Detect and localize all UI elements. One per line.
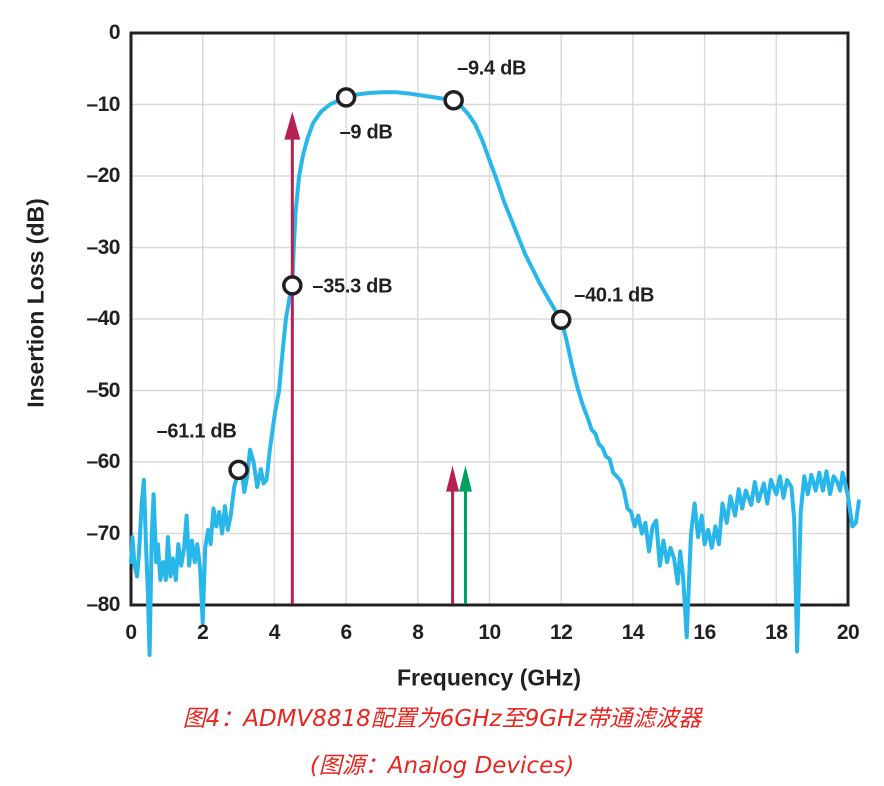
y-tick-label: –80 bbox=[86, 593, 120, 616]
y-tick-label: –30 bbox=[86, 235, 120, 259]
reference-arrow-head bbox=[458, 465, 472, 492]
y-tick-label: –50 bbox=[86, 378, 120, 402]
x-tick-label: 16 bbox=[693, 621, 716, 644]
data-point-label: –9 dB bbox=[339, 121, 393, 144]
data-point-marker bbox=[550, 309, 572, 330]
y-tick-label: –70 bbox=[86, 521, 120, 545]
plot-frame bbox=[129, 31, 850, 607]
data-point-marker bbox=[443, 89, 464, 111]
figure-source: (图源：Analog Devices) bbox=[309, 753, 575, 779]
x-tick-label: 0 bbox=[125, 621, 137, 644]
y-tick-label: 0 bbox=[108, 21, 121, 44]
data-point-label: –40.1 dB bbox=[574, 284, 655, 307]
y-tick-label: –10 bbox=[86, 92, 120, 116]
reference-arrow-head bbox=[446, 465, 460, 492]
y-tick-label: –60 bbox=[86, 450, 120, 473]
insertion-loss-curve bbox=[129, 90, 861, 657]
y-axis-title: Insertion Loss (dB) bbox=[22, 198, 49, 408]
x-tick-label: 18 bbox=[765, 621, 788, 644]
data-point-label: –61.1 dB bbox=[156, 420, 237, 443]
y-tick-label: –20 bbox=[86, 164, 120, 187]
x-tick-label: 4 bbox=[268, 621, 281, 644]
x-tick-label: 10 bbox=[478, 621, 501, 644]
data-point-marker bbox=[228, 459, 249, 481]
x-tick-label: 14 bbox=[621, 621, 645, 644]
data-point-marker bbox=[282, 275, 303, 296]
x-tick-label: 2 bbox=[197, 621, 209, 644]
data-point-label: –35.3 dB bbox=[312, 275, 393, 298]
x-tick-label: 12 bbox=[550, 621, 573, 644]
reference-arrow-head bbox=[284, 111, 301, 140]
figure-caption: 图4：ADMV8818配置为6GHz至9GHz带通滤波器 bbox=[182, 706, 702, 732]
y-tick-label: –40 bbox=[86, 307, 120, 330]
x-axis-title: Frequency (GHz) bbox=[396, 664, 582, 691]
insertion-loss-chart bbox=[129, 31, 861, 657]
x-tick-label: 20 bbox=[836, 621, 860, 644]
x-tick-label: 8 bbox=[412, 621, 424, 644]
data-point-label: –9.4 dB bbox=[457, 57, 527, 80]
x-tick-label: 6 bbox=[340, 621, 353, 644]
data-point-marker bbox=[335, 87, 357, 108]
